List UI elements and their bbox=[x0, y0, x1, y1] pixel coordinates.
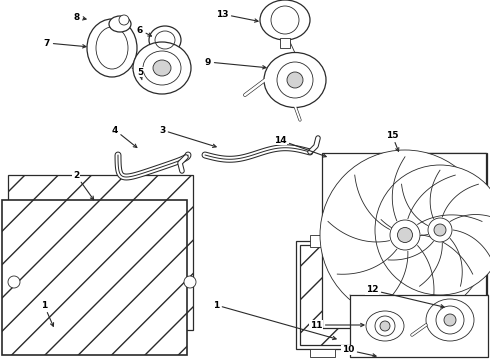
Bar bbox=[2, 200, 187, 355]
Circle shape bbox=[380, 321, 390, 331]
Ellipse shape bbox=[109, 16, 131, 32]
Circle shape bbox=[444, 314, 456, 326]
Ellipse shape bbox=[87, 19, 137, 77]
Text: 14: 14 bbox=[274, 135, 326, 157]
Text: 9: 9 bbox=[205, 58, 266, 69]
Text: 2: 2 bbox=[73, 171, 94, 200]
Bar bbox=[296, 241, 434, 349]
Circle shape bbox=[428, 218, 452, 242]
Ellipse shape bbox=[426, 299, 474, 341]
Text: 10: 10 bbox=[342, 346, 376, 357]
Circle shape bbox=[8, 276, 20, 288]
Ellipse shape bbox=[133, 42, 191, 94]
Text: 5: 5 bbox=[137, 68, 143, 80]
Circle shape bbox=[184, 276, 196, 288]
Circle shape bbox=[434, 224, 446, 236]
Bar bbox=[8, 175, 193, 330]
Circle shape bbox=[375, 165, 490, 295]
Circle shape bbox=[287, 72, 303, 88]
Bar bbox=[310, 349, 335, 357]
Bar bbox=[310, 235, 335, 247]
Text: 4: 4 bbox=[112, 126, 137, 148]
Bar bbox=[322, 153, 487, 328]
Circle shape bbox=[397, 228, 413, 243]
Text: 3: 3 bbox=[159, 126, 216, 147]
Bar bbox=[280, 38, 290, 48]
Circle shape bbox=[320, 150, 490, 320]
Ellipse shape bbox=[153, 60, 171, 76]
Ellipse shape bbox=[149, 26, 181, 54]
Ellipse shape bbox=[260, 0, 310, 40]
Bar bbox=[300, 245, 430, 345]
Text: 7: 7 bbox=[44, 39, 86, 48]
Text: 13: 13 bbox=[216, 9, 258, 22]
Ellipse shape bbox=[264, 53, 326, 108]
Text: 12: 12 bbox=[366, 285, 444, 308]
Text: 11: 11 bbox=[310, 320, 364, 329]
Bar bbox=[378, 153, 486, 313]
Ellipse shape bbox=[366, 311, 404, 341]
Text: 1: 1 bbox=[41, 301, 53, 326]
Text: 6: 6 bbox=[137, 26, 151, 36]
Text: 1: 1 bbox=[213, 301, 336, 339]
Text: 15: 15 bbox=[386, 131, 399, 151]
Text: 8: 8 bbox=[74, 13, 86, 22]
Bar bbox=[350, 295, 488, 357]
Circle shape bbox=[390, 220, 420, 250]
Circle shape bbox=[119, 15, 129, 25]
